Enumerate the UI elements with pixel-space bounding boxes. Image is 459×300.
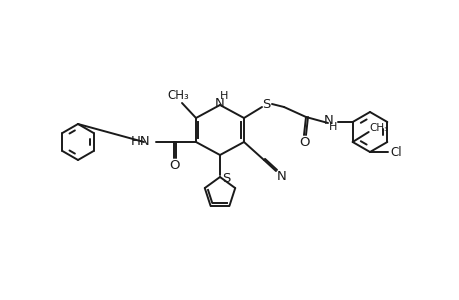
Text: CH₃: CH₃	[167, 88, 189, 101]
Text: N: N	[215, 97, 224, 110]
Text: S: S	[261, 98, 269, 110]
Text: O: O	[169, 158, 180, 172]
Text: H: H	[328, 122, 336, 132]
Text: O: O	[299, 136, 309, 148]
Text: HN: HN	[130, 134, 150, 148]
Text: CH₃: CH₃	[368, 123, 387, 133]
Text: N: N	[324, 113, 333, 127]
Text: H: H	[219, 91, 228, 101]
Text: S: S	[221, 172, 230, 185]
Text: Cl: Cl	[389, 146, 401, 158]
Text: N: N	[276, 169, 286, 182]
